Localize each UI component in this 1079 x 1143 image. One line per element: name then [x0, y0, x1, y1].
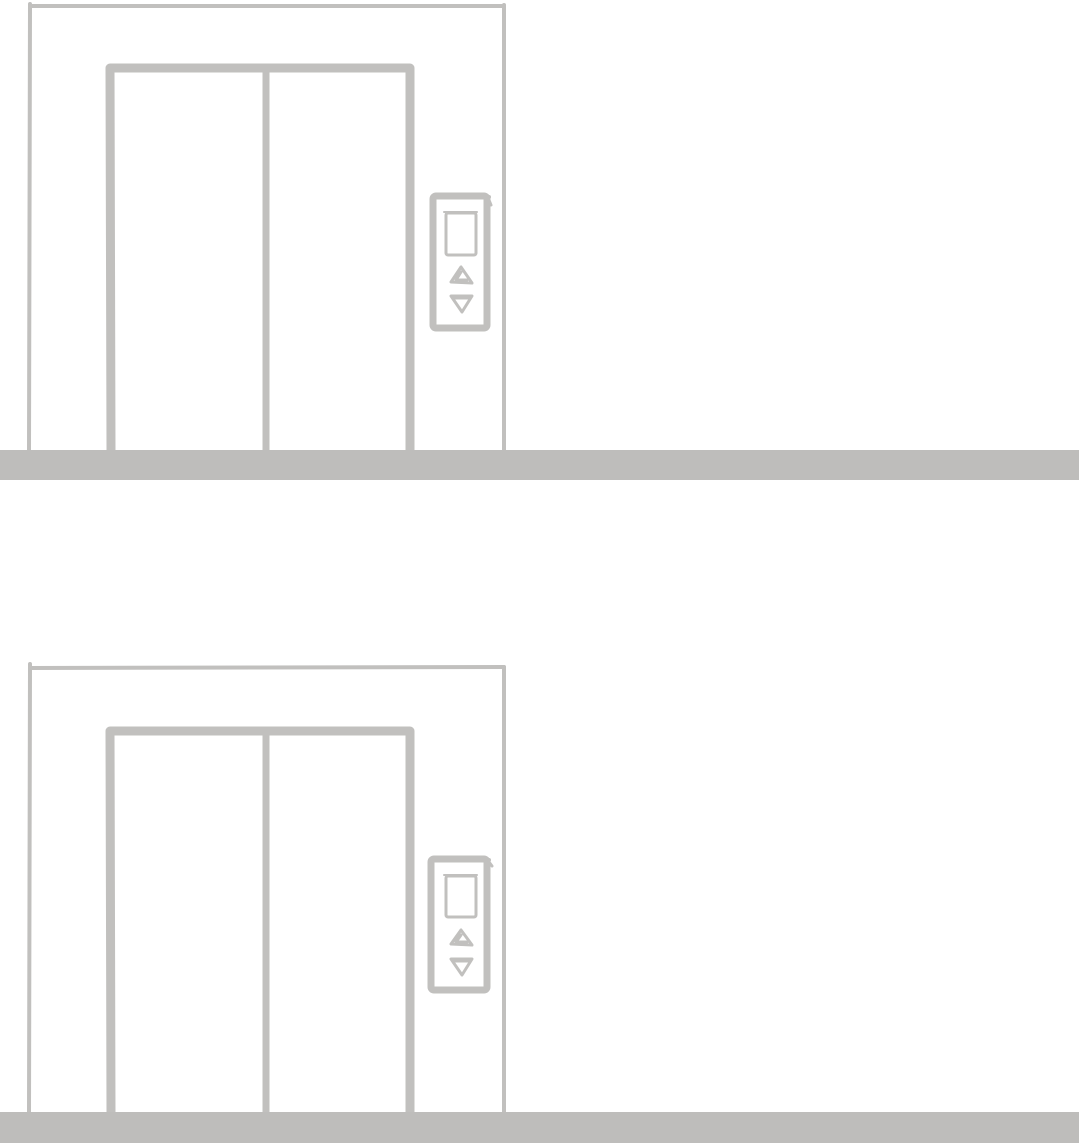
down-arrow-icon[interactable] — [449, 294, 474, 314]
up-arrow-icon[interactable] — [449, 265, 474, 285]
lower-floor — [27, 662, 506, 1118]
upper-floor — [27, 2, 506, 456]
elevator-door-frame — [105, 726, 415, 1118]
lower-floor-slab — [0, 1112, 1079, 1143]
elevator-outer-frame — [27, 662, 506, 1115]
up-arrow-icon[interactable] — [449, 928, 474, 947]
floor-indicator-display — [444, 874, 478, 919]
elevator-call-panel[interactable] — [427, 855, 494, 994]
floor-indicator-display — [444, 211, 478, 257]
elevator-call-panel[interactable] — [429, 192, 493, 332]
elevator-door-frame — [105, 63, 415, 456]
upper-floor-slab — [0, 450, 1079, 480]
elevator-outer-frame — [27, 2, 506, 453]
down-arrow-icon[interactable] — [449, 957, 474, 977]
